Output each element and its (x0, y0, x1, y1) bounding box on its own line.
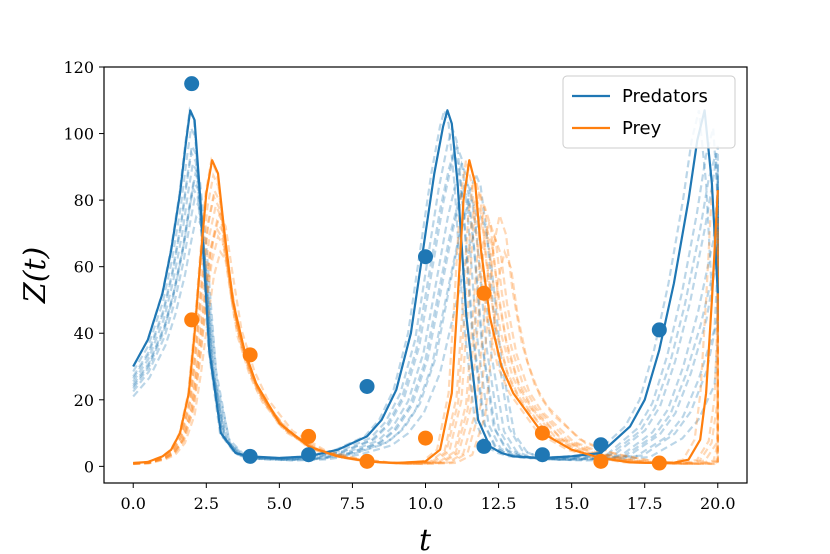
sample-line-predators (132, 178, 719, 461)
y-tick-label: 60 (74, 258, 94, 277)
series-lines (132, 109, 719, 465)
y-tick-label: 0 (84, 457, 94, 476)
observation-point-predators (534, 447, 550, 463)
legend-label-prey: Prey (622, 118, 662, 139)
observation-point-predators (184, 76, 200, 92)
observation-point-prey (651, 455, 667, 471)
x-axis-label: t (419, 523, 432, 554)
sample-line-predators (132, 196, 719, 462)
observation-point-prey (184, 312, 200, 328)
observation-point-predators (651, 322, 667, 338)
x-ticks: 0.0 2.5 5.0 7.5 10.0 12.5 15.0 17.5 20.0 (121, 483, 736, 513)
observation-point-prey (476, 285, 492, 301)
observation-point-prey (359, 453, 375, 469)
legend-box (562, 75, 736, 149)
series-line-prey (133, 159, 719, 465)
observation-point-predators (301, 447, 317, 463)
observation-point-predators (359, 378, 375, 394)
observation-point-prey (534, 425, 550, 441)
observation-points (184, 76, 667, 471)
x-tick-label: 5.0 (267, 494, 292, 513)
x-tick-label: 17.5 (627, 494, 663, 513)
observation-point-predators (418, 249, 433, 265)
sample-line-prey (133, 248, 719, 466)
y-tick-label: 120 (63, 58, 94, 77)
observation-point-prey (418, 430, 433, 446)
y-tick-label: 100 (63, 125, 94, 144)
y-ticks: 0 20 40 60 80 100 120 (63, 58, 104, 476)
sample-line-predators (132, 142, 719, 461)
x-tick-label: 0.0 (121, 494, 146, 513)
posterior-samples (132, 106, 719, 466)
legend-label-predators: Predators (622, 86, 708, 107)
observation-point-prey (593, 453, 609, 469)
y-axis-label: Z(t) (18, 247, 53, 304)
sample-line-predators (132, 185, 719, 462)
x-tick-label: 10.0 (408, 494, 444, 513)
observation-point-predators (476, 438, 492, 454)
sample-line-prey (133, 211, 719, 465)
y-tick-label: 20 (74, 391, 94, 410)
sample-line-predators (132, 124, 719, 460)
legend: Predators Prey (562, 75, 736, 149)
observation-point-prey (301, 428, 317, 444)
x-tick-label: 2.5 (194, 494, 219, 513)
x-tick-label: 20.0 (700, 494, 736, 513)
series-line-predators (132, 109, 719, 460)
observation-point-predators (593, 437, 609, 453)
sample-line-predators (132, 149, 719, 461)
x-tick-label: 15.0 (554, 494, 590, 513)
observation-point-predators (242, 448, 258, 464)
x-tick-label: 12.5 (481, 494, 517, 513)
observation-point-prey (242, 347, 258, 363)
x-tick-label: 7.5 (340, 494, 365, 513)
y-tick-label: 40 (74, 324, 94, 343)
y-tick-label: 80 (74, 191, 94, 210)
